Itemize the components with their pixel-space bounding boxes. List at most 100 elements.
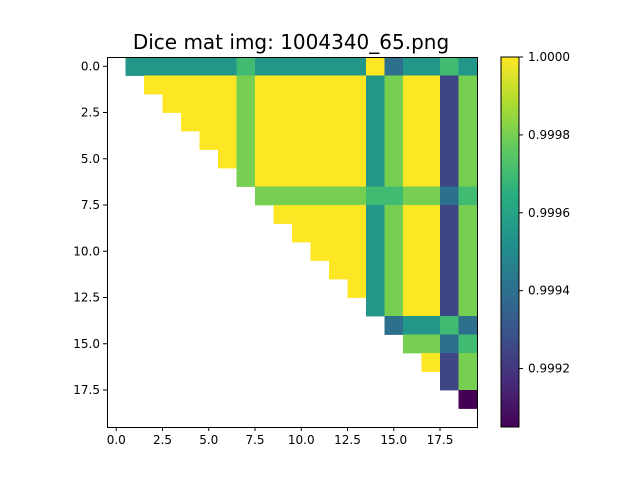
- heatmap-cell: [329, 94, 348, 113]
- heatmap-cell: [366, 205, 385, 224]
- x-tick-label: 10.0: [288, 433, 315, 447]
- heatmap-cell: [292, 57, 311, 76]
- heatmap-cell: [273, 186, 293, 206]
- heatmap-cell: [421, 242, 441, 261]
- heatmap-cell: [310, 168, 330, 187]
- heatmap-cell: [421, 205, 441, 224]
- heatmap-cell: [440, 94, 459, 113]
- heatmap-cell: [458, 223, 478, 243]
- heatmap-cell: [218, 131, 237, 150]
- heatmap-cell: [421, 75, 441, 95]
- x-tick-label: 5.0: [199, 433, 218, 447]
- x-tick-label: 7.5: [245, 433, 264, 447]
- colorbar-tick-label: 1.0000: [528, 50, 570, 64]
- heatmap-cell: [421, 112, 441, 132]
- x-tick-label: 12.5: [334, 433, 361, 447]
- heatmap-cell: [403, 205, 422, 224]
- x-tick-label: 2.5: [153, 433, 172, 447]
- heatmap-cell: [384, 186, 404, 206]
- heatmap-cell: [458, 149, 478, 169]
- heatmap-cell: [273, 131, 293, 150]
- heatmap-cell: [440, 260, 459, 280]
- heatmap-cell: [403, 57, 422, 76]
- heatmap-cell: [440, 57, 459, 76]
- heatmap-cell: [384, 223, 404, 243]
- heatmap-cell: [199, 94, 219, 113]
- heatmap-cell: [236, 75, 256, 95]
- y-tick-label: 10.0: [73, 244, 100, 258]
- heatmap-cell: [310, 149, 330, 169]
- heatmap-cell: [440, 168, 459, 187]
- heatmap-cells: [125, 57, 478, 409]
- heatmap-cell: [403, 334, 422, 354]
- heatmap-cell: [440, 75, 459, 95]
- heatmap-cell: [421, 94, 441, 113]
- heatmap-cell: [255, 168, 274, 187]
- heatmap-cell: [347, 57, 367, 76]
- heatmap-cell: [236, 149, 256, 169]
- heatmap-cell: [440, 149, 459, 169]
- heatmap-cell: [310, 57, 330, 76]
- heatmap-cell: [310, 223, 330, 243]
- heatmap-cell: [384, 75, 404, 95]
- heatmap-cell: [440, 223, 459, 243]
- heatmap-cell: [421, 223, 441, 243]
- heatmap-cell: [403, 75, 422, 95]
- heatmap-cell: [255, 112, 274, 132]
- heatmap-cell: [347, 186, 367, 206]
- heatmap-cell: [384, 57, 404, 76]
- heatmap-cell: [292, 112, 311, 132]
- heatmap-cell: [421, 168, 441, 187]
- heatmap-cell: [329, 260, 348, 280]
- y-tick-label: 5.0: [81, 152, 100, 166]
- heatmap-cell: [292, 205, 311, 224]
- heatmap-cell: [310, 131, 330, 150]
- heatmap-cell: [347, 94, 367, 113]
- heatmap-cell: [458, 94, 478, 113]
- heatmap-cell: [421, 316, 441, 335]
- heatmap-cell: [218, 75, 237, 95]
- heatmap-cell: [440, 205, 459, 224]
- heatmap-cell: [329, 149, 348, 169]
- heatmap-cell: [384, 205, 404, 224]
- heatmap-cell: [458, 75, 478, 95]
- chart-title: Dice mat img: 1004340_65.png: [133, 30, 449, 54]
- heatmap-cell: [144, 57, 163, 76]
- heatmap-cell: [292, 149, 311, 169]
- heatmap-cell: [218, 94, 237, 113]
- heatmap-cell: [384, 279, 404, 298]
- heatmap-cell: [458, 112, 478, 132]
- heatmap-cell: [384, 94, 404, 113]
- y-tick-label: 2.5: [81, 106, 100, 120]
- heatmap-cell: [440, 131, 459, 150]
- heatmap-cell: [236, 57, 256, 76]
- heatmap-cell: [310, 75, 330, 95]
- heatmap-cell: [144, 75, 163, 95]
- heatmap-cell: [273, 112, 293, 132]
- heatmap-cell: [329, 223, 348, 243]
- heatmap-cell: [162, 57, 182, 76]
- colorbar-tick-label: 0.9998: [528, 128, 570, 142]
- heatmap-cell: [347, 260, 367, 280]
- heatmap-cell: [218, 57, 237, 76]
- heatmap-cell: [403, 186, 422, 206]
- heatmap-cell: [403, 168, 422, 187]
- heatmap-cell: [366, 279, 385, 298]
- heatmap-cell: [440, 371, 459, 391]
- heatmap-cell: [236, 112, 256, 132]
- heatmap-cell: [421, 149, 441, 169]
- heatmap-cell: [458, 334, 478, 354]
- heatmap-cell: [366, 112, 385, 132]
- heatmap-cell: [458, 390, 478, 409]
- heatmap-cell: [273, 57, 293, 76]
- heatmap-cell: [347, 223, 367, 243]
- y-tick-label: 7.5: [81, 198, 100, 212]
- heatmap-cell: [421, 279, 441, 298]
- heatmap-cell: [347, 279, 367, 298]
- heatmap-cell: [292, 131, 311, 150]
- heatmap-cell: [458, 168, 478, 187]
- heatmap-cell: [273, 149, 293, 169]
- heatmap-cell: [181, 75, 200, 95]
- heatmap-cell: [255, 131, 274, 150]
- heatmap-cell: [292, 186, 311, 206]
